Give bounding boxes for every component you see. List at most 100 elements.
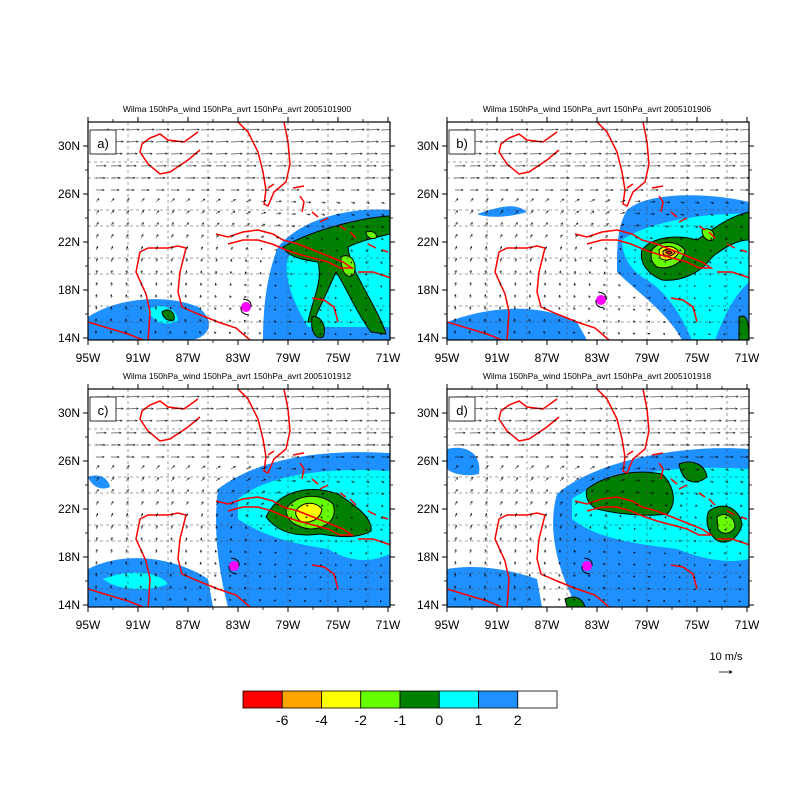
wind-vector [155,210,160,215]
wind-vector [739,528,742,531]
wind-vector [604,246,607,251]
wind-vector [185,465,191,470]
wind-vector [245,211,251,215]
wind-vector [529,465,534,470]
wind-vector [169,330,172,335]
wind-vector [589,395,604,398]
wind-vectors [453,395,749,603]
wind-vector [231,188,240,192]
wind-vector [156,188,165,192]
wind-vector [111,188,120,192]
wind-vector [514,210,519,215]
wind-vector [483,318,487,323]
wind-vector [529,443,540,447]
wind-vector [724,480,729,483]
wind-vector [320,164,332,168]
wind-vector [335,492,340,495]
wind-vector [259,284,262,287]
wind-vector [635,188,644,192]
wind-vector [229,282,232,287]
map-area [88,122,390,340]
lon-tick-label: 91W [485,618,510,632]
wind-vector [649,140,663,143]
wind-vector [185,489,190,494]
wind-vector [649,128,664,131]
wind-vector [514,128,529,131]
wind-vector [125,164,137,168]
wind-vector [215,489,220,494]
lon-tick-label: 95W [435,351,460,365]
wind-vector [574,198,580,203]
wind-vector [95,443,106,447]
wind-vector [155,152,168,155]
wind-vector [200,258,203,263]
wind-vector [632,308,636,311]
wind-vector [634,443,645,447]
wind-vector [454,548,457,554]
panel-title: Wilma 150hPa_wind 150hPa_avrt 150hPa_avr… [123,104,352,114]
wind-vector [155,407,169,410]
wind-vector [574,234,578,239]
wind-vector [513,294,517,299]
wind-vector [694,225,699,228]
wind-vector [604,140,618,143]
wind-vector [259,538,263,542]
wind-vector [199,330,202,335]
wind-vector [738,564,742,567]
wind-vector [230,501,234,506]
wind-vector [125,197,130,203]
storm-marker-icon [595,291,607,309]
wind-vector [125,395,140,398]
wind-vector [110,548,113,554]
wind-vector [559,246,562,251]
wind-vector [125,512,129,518]
wind-vector [140,465,145,470]
wind-vector [170,270,173,275]
wind-vector [214,282,218,287]
wind-vector [499,512,502,518]
wind-vector [140,140,154,143]
wind-vector [124,330,128,335]
wind-vector [469,512,473,518]
wind-vector [724,492,729,495]
wind-vector [260,247,263,251]
wind-vector [455,455,464,459]
wind-vector [350,431,362,435]
wind-vector [632,599,636,602]
wind-vector [215,164,227,168]
wind-vector [229,574,232,578]
wind-vector [662,320,666,324]
panel-label-box [89,129,117,155]
wind-vector [95,176,106,180]
wind-vector [200,431,212,435]
wind-vector [230,140,244,143]
wind-vector [350,395,365,398]
wind-vector [634,140,648,143]
wind-vector [708,599,711,602]
wind-vector [739,129,749,131]
wind-vector [125,245,129,251]
wind-vector [169,549,173,554]
wind-vector [603,283,606,287]
wind-vector [110,476,115,482]
wind-vector [454,281,457,287]
wind-vector [724,249,728,252]
wind-vector [649,467,656,471]
wind-vector [366,455,375,459]
wind-vector [739,408,749,410]
wind-vector [214,549,218,554]
wind-vector [199,294,202,299]
wind-vector [335,164,347,168]
wind-vector [529,257,532,263]
wind-vector [260,419,273,422]
wind-vector [738,332,742,336]
wind-vector [365,140,379,143]
wind-vector [709,201,715,204]
wind-vector [692,599,696,603]
wind-vector [559,222,564,227]
wind-vector [694,468,700,471]
wind-vectors [453,128,749,336]
wind-vector [350,443,361,447]
wind-vector [350,504,354,507]
wind-vector [95,431,107,435]
